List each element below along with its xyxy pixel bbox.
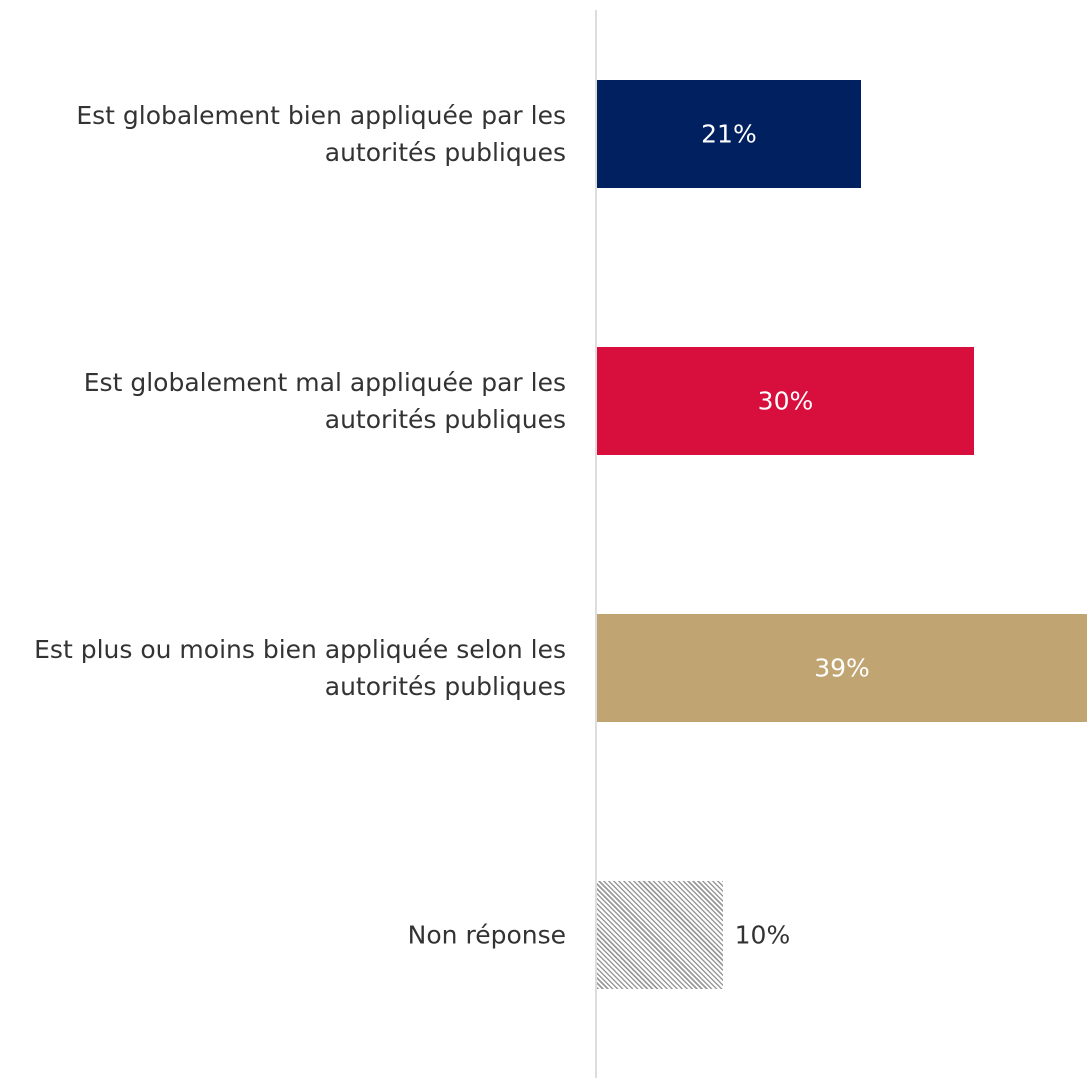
value-label: 10% bbox=[734, 920, 791, 949]
axis-line bbox=[595, 10, 597, 1078]
category-label: Est globalement bien appliquée par les a… bbox=[76, 100, 566, 167]
bar bbox=[597, 346, 974, 455]
value-label: 30% bbox=[757, 386, 814, 415]
value-label: 39% bbox=[814, 653, 870, 682]
category-label: Non réponse bbox=[407, 920, 566, 949]
category-label: Est globalement mal appliquée par les au… bbox=[83, 367, 566, 434]
value-label: 21% bbox=[701, 119, 757, 148]
bar bbox=[597, 880, 723, 989]
bar bbox=[597, 79, 861, 188]
category-label: Est plus ou moins bien appliquée selon l… bbox=[34, 634, 566, 701]
bar bbox=[597, 613, 1087, 722]
